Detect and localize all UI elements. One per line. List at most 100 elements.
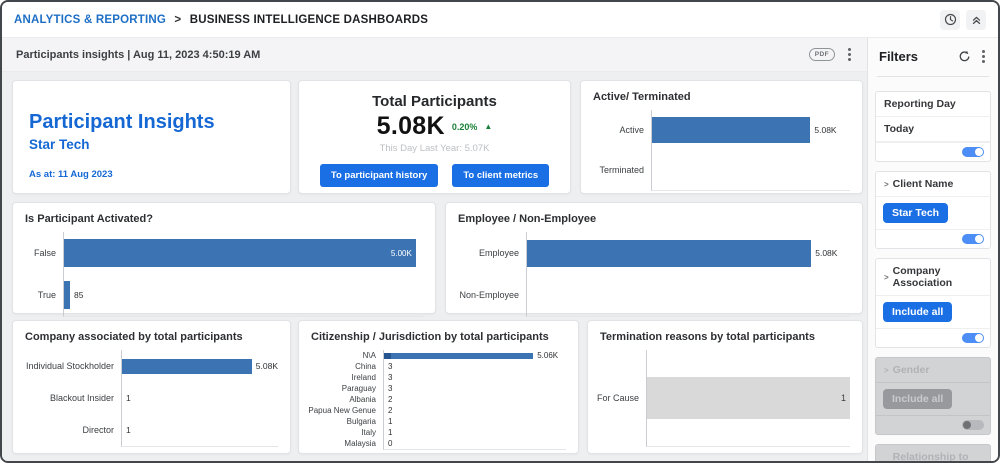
bar-value: 3 [388,362,393,371]
bar-value: 1 [388,417,393,426]
bar-value: 5.00K [390,248,412,258]
category-label: Malaysia [344,439,376,448]
filter-card-client-name: > Client Name Star Tech [875,171,991,249]
filter-row-value[interactable]: Today [876,117,990,142]
filters-sections: Reporting Day Today > Client Name Star Tech >… [875,91,991,461]
chart-title: Termination reasons by total participant… [600,331,815,343]
category-label: Individual Stockholder [25,361,114,371]
filters-title: Filters [879,48,919,64]
category-label: Non-Employee [459,290,519,300]
filter-toggle[interactable] [962,234,984,244]
employee-chart-card: Employee / Non-Employee Employee Non-Empl… [445,202,863,317]
category-label: For Cause [596,393,639,403]
category-label: Paraguay [341,384,376,393]
dashboard-content: Participant Insights Star Tech As at: 11… [2,72,867,461]
clock-icon [944,13,957,26]
category-label: Employee [478,248,519,258]
bar[interactable]: 1 [647,377,850,419]
filter-toggle[interactable] [962,147,984,157]
client-metrics-button[interactable]: To client metrics [452,164,550,187]
category-label: Blackout Insider [49,393,114,403]
bar[interactable] [384,352,534,359]
breadcrumb: ANALYTICS & REPORTING > BUSINESS INTELLI… [14,14,428,26]
participant-history-button[interactable]: To participant history [319,164,439,187]
chart-row: 3 [384,372,566,383]
chart-row: 1 [384,416,566,427]
chart-row: 3 [384,361,566,372]
bar-value: 5.08K [255,361,278,371]
category-label: Papua New Genue [308,406,376,415]
category-label: Terminated [599,165,644,175]
citizenship-chart: N\A China Ireland Paraguay Albania Papua New … [308,350,566,450]
recent-history-button[interactable] [940,9,960,30]
breadcrumb-link-analytics[interactable]: ANALYTICS & REPORTING [14,13,167,26]
bar-value: 1 [388,428,393,437]
bar-value: 1 [840,393,846,403]
bar[interactable] [652,117,811,143]
bar[interactable] [122,358,252,374]
bar-value: 5.06K [537,351,559,360]
participant-insights-card: Participant Insights Star Tech As at: 11… [12,80,291,194]
filter-toggle[interactable] [962,333,984,343]
termination-reasons-chart: For Cause 1 [596,350,850,447]
category-label: Italy [361,428,376,437]
report-kebab-menu[interactable] [846,46,853,63]
bar-value: 0 [388,439,393,448]
main-region: Participants insights | Aug 11, 2023 4:5… [2,38,867,461]
participant-activated-chart: False True 5.00K 85 [25,232,423,317]
bar-value: 3 [388,373,393,382]
category-label: Ireland [351,373,376,382]
breadcrumb-current-page: BUSINESS INTELLIGENCE DASHBOARDS [189,13,429,26]
category-label: Bulgaria [346,417,376,426]
export-pdf-button[interactable]: PDF [808,48,835,61]
reset-filters-icon[interactable] [958,50,971,63]
filter-row-title[interactable]: Reporting Day [876,92,990,117]
category-label: Director [82,425,114,435]
kpi-title: Total Participants [372,93,497,110]
filters-kebab-menu[interactable] [980,48,987,65]
bar[interactable]: 5.00K [64,239,416,267]
kpi-value: 5.08K [376,112,445,140]
report-toolbar: Participants insights | Aug 11, 2023 4:5… [2,38,867,72]
bar-value: 5.08K [814,125,837,135]
category-label: False [33,248,56,258]
chart-row: 2 [384,394,566,405]
report-title: Participants insights | Aug 11, 2023 4:5… [16,48,261,61]
filter-section-title[interactable]: > Company Association [876,259,990,296]
active-terminated-chart: Active Terminated 5.08K [593,110,850,191]
expand-chevron-icon: > [884,365,889,375]
total-participants-card: Total Participants 5.08K 0.20% ▲ This Da… [298,80,571,194]
filter-card-relationship-to-company: >Relationship to CompanyInclude all [875,444,991,461]
filter-section-title[interactable]: > Client Name [876,172,990,197]
chart-title: Citizenship / Jurisdiction by total part… [311,331,549,343]
chart-row: 85 [64,274,423,316]
double-chevron-up-icon [971,14,982,25]
breadcrumb-separator: > [174,13,182,26]
filter-toggle [962,420,984,430]
kpi-delta: 0.20% [451,121,478,132]
divider [877,76,989,77]
chart-row: 3 [384,383,566,394]
filters-panel: Filters Reporting Day Today > Client Name St… [867,38,998,461]
filter-section-title[interactable]: > Gender [876,358,990,383]
category-label: N\A [362,351,376,360]
bar-value: 85 [73,290,84,300]
delta-up-icon: ▲ [484,122,493,131]
expand-chevron-icon: > [884,272,889,282]
bar-value: 1 [126,425,131,435]
filter-chip[interactable]: Include all [883,302,953,322]
category-label: True [37,290,56,300]
chart-title: Is Participant Activated? [25,213,153,225]
filter-chip[interactable]: Star Tech [883,203,949,223]
collapse-panel-button[interactable] [966,9,986,30]
chart-row: 5.08K [527,232,850,274]
bar-value: 2 [388,406,393,415]
chart-row: 0 [384,438,566,449]
category-label: Active [619,125,644,135]
bar[interactable] [64,281,70,309]
filter-section-title[interactable]: >Relationship to Company [876,445,990,461]
bar[interactable] [527,239,812,267]
chart-row: 1 [384,427,566,438]
category-label: Albania [349,395,376,404]
